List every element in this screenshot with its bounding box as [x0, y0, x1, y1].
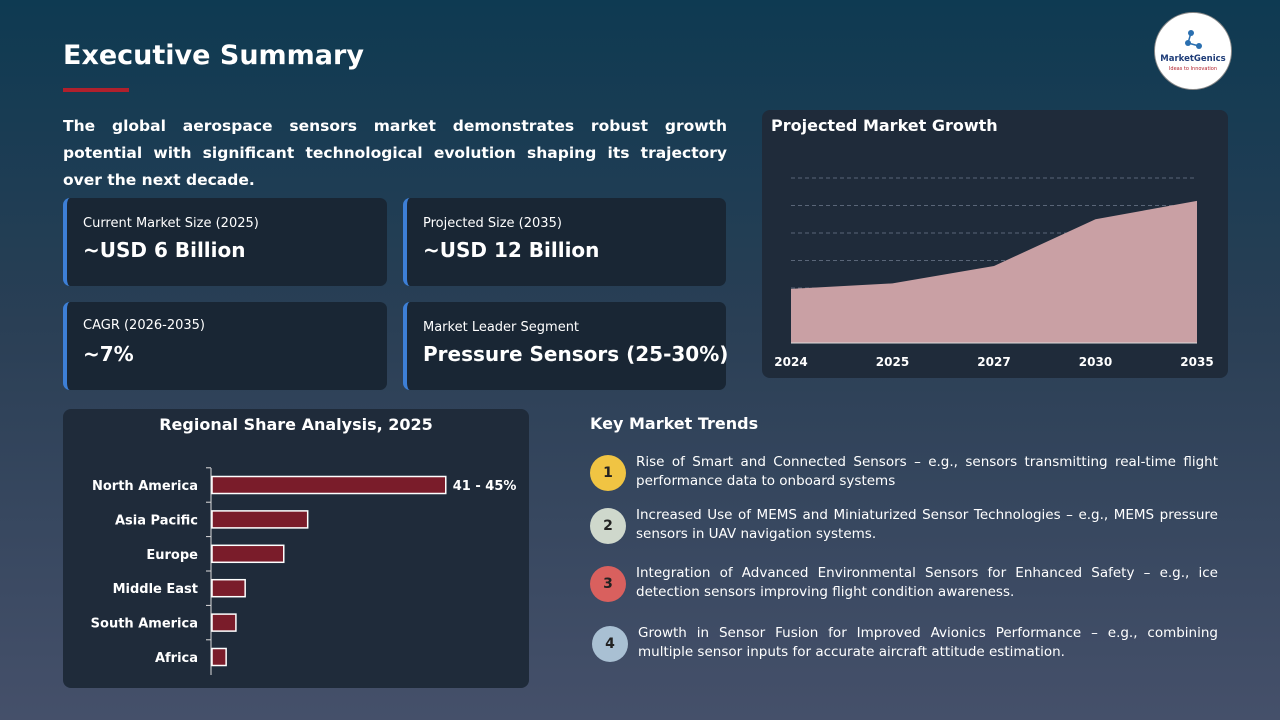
stat-value: Pressure Sensors (25-30%): [423, 342, 729, 366]
stat-card: Market Leader Segment Pressure Sensors (…: [403, 302, 729, 390]
value-label: 41 - 45%: [453, 479, 517, 494]
bar: [211, 510, 309, 529]
x-tick-label: 2025: [876, 355, 909, 369]
title: Executive Summary: [63, 40, 364, 71]
trend-text: Growth in Sensor Fusion for Improved Avi…: [638, 625, 1218, 660]
trend-number: 4: [592, 626, 628, 662]
y-tick-label: Middle East: [113, 582, 198, 597]
y-tick-label: North America: [92, 479, 198, 494]
chart-title: Projected Market Growth: [771, 116, 998, 135]
trend-text: Increased Use of MEMS and Miniaturized S…: [636, 507, 1218, 542]
stat-value: ~USD 6 Billion: [83, 238, 246, 262]
stat-value: ~USD 12 Billion: [423, 238, 600, 262]
trend-number: 2: [590, 508, 626, 544]
stat-card: CAGR (2026-2035) ~7%: [63, 302, 387, 390]
intro: The global aerospace sensors market demo…: [63, 117, 727, 189]
bar: [211, 613, 237, 632]
area: [791, 200, 1197, 343]
bar: [211, 647, 227, 667]
stat-label: Market Leader Segment: [423, 320, 580, 335]
stat-card: Current Market Size (2025) ~USD 6 Billio…: [63, 198, 387, 286]
title-underline: [63, 88, 129, 92]
x-tick-label: 2024: [774, 355, 807, 369]
x-tick-label: 2035: [1180, 355, 1213, 369]
y-tick-label: South America: [91, 617, 198, 632]
x-tick-label: 2027: [977, 355, 1010, 369]
trend-number: 1: [590, 455, 626, 491]
trend-text: Rise of Smart and Connected Sensors – e.…: [636, 454, 1218, 489]
stat-card: Projected Size (2035) ~USD 12 Billion: [403, 198, 726, 286]
stat-label: Projected Size (2035): [423, 216, 562, 231]
bar: [211, 475, 447, 495]
logo-tagline: Ideas to Innovation: [1168, 66, 1218, 72]
logo-icon: [1185, 30, 1202, 49]
y-tick-label: Europe: [146, 548, 198, 563]
stat-label: Current Market Size (2025): [83, 216, 259, 231]
regional-panel: [63, 409, 529, 688]
stat-value: ~7%: [83, 342, 134, 366]
logo-name: MarketGenics: [1160, 54, 1226, 64]
chart-title: Regional Share Analysis, 2025: [159, 415, 433, 434]
stat-label: CAGR (2026-2035): [83, 318, 205, 333]
logo: MarketGenics Ideas to Innovation: [1154, 12, 1232, 90]
x-tick-label: 2030: [1079, 355, 1112, 369]
bar: [211, 578, 246, 598]
trend-number: 3: [590, 566, 626, 602]
bar: [211, 544, 285, 564]
y-tick-label: Asia Pacific: [115, 513, 198, 528]
trends-title: Key Market Trends: [590, 414, 759, 433]
trend-text: Integration of Advanced Environmental Se…: [636, 565, 1218, 600]
y-tick-label: Africa: [155, 651, 198, 666]
